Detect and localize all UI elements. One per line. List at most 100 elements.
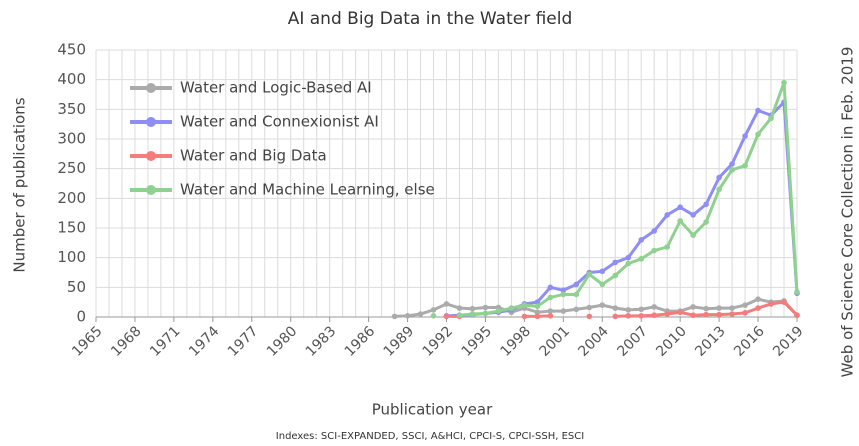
data-point bbox=[625, 307, 632, 313]
data-point bbox=[742, 310, 748, 316]
data-point bbox=[651, 312, 658, 319]
y-tick-label: 450 bbox=[57, 41, 86, 59]
data-point bbox=[521, 313, 528, 320]
data-point bbox=[729, 305, 735, 311]
data-point bbox=[755, 305, 761, 311]
data-point bbox=[794, 289, 800, 295]
data-point bbox=[742, 302, 748, 308]
legend-marker bbox=[146, 117, 156, 127]
data-point bbox=[508, 305, 515, 311]
data-point bbox=[534, 309, 541, 316]
data-point bbox=[794, 312, 800, 319]
data-point bbox=[690, 312, 696, 319]
data-point bbox=[612, 305, 619, 311]
data-point bbox=[612, 272, 619, 279]
x-tick-label: 1983 bbox=[303, 323, 340, 360]
x-tick-label: 1980 bbox=[264, 323, 301, 360]
data-point bbox=[716, 305, 722, 311]
data-point bbox=[703, 201, 709, 208]
data-point bbox=[729, 167, 735, 173]
data-point bbox=[716, 174, 722, 181]
y-axis-label: Number of publications bbox=[11, 97, 29, 272]
data-point bbox=[586, 304, 593, 311]
data-point bbox=[638, 256, 645, 262]
x-tick-label: 2013 bbox=[692, 323, 729, 360]
data-point bbox=[417, 311, 424, 317]
y-tick-label: 150 bbox=[57, 219, 86, 237]
data-point bbox=[729, 161, 735, 167]
data-point bbox=[768, 115, 774, 122]
data-point bbox=[430, 313, 437, 319]
data-point bbox=[521, 302, 528, 308]
x-tick-label: 1971 bbox=[147, 323, 184, 360]
data-point bbox=[677, 204, 683, 211]
data-point bbox=[755, 296, 761, 303]
legend-label: Water and Logic-Based AI bbox=[180, 79, 372, 97]
data-point bbox=[703, 305, 709, 312]
data-point bbox=[560, 308, 567, 314]
data-point bbox=[677, 309, 683, 316]
data-point bbox=[573, 306, 580, 313]
data-point bbox=[781, 299, 787, 305]
x-tick-label: 1986 bbox=[342, 323, 379, 360]
data-point bbox=[547, 308, 554, 314]
y-tick-label: 300 bbox=[57, 130, 86, 148]
data-point bbox=[547, 284, 554, 291]
data-point bbox=[729, 311, 735, 317]
data-point bbox=[599, 302, 606, 308]
data-point bbox=[391, 313, 398, 320]
x-tick-label: 2001 bbox=[536, 323, 573, 360]
data-point bbox=[625, 313, 632, 319]
data-point bbox=[664, 244, 670, 250]
x-tick-label: 2010 bbox=[653, 323, 690, 360]
data-point bbox=[703, 311, 709, 318]
data-point bbox=[638, 237, 645, 243]
data-point bbox=[612, 313, 619, 320]
data-point bbox=[586, 313, 593, 320]
x-tick-label: 1989 bbox=[381, 323, 418, 360]
legend-marker bbox=[146, 83, 156, 93]
y-tick-label: 400 bbox=[57, 70, 86, 88]
data-point bbox=[638, 313, 645, 319]
chart-title: AI and Big Data in the Water field bbox=[288, 9, 573, 29]
x-tick-label: 1977 bbox=[225, 323, 262, 360]
data-point bbox=[430, 307, 437, 313]
data-point bbox=[469, 305, 476, 312]
x-axis-label: Publication year bbox=[372, 401, 493, 419]
data-point bbox=[534, 303, 541, 310]
data-point bbox=[560, 287, 567, 294]
data-point bbox=[651, 304, 658, 310]
data-point bbox=[612, 259, 619, 266]
x-tick-label: 2007 bbox=[614, 323, 651, 360]
data-point bbox=[443, 313, 450, 320]
data-point bbox=[573, 291, 580, 298]
data-point bbox=[534, 313, 541, 320]
y-tick-label: 50 bbox=[67, 278, 86, 296]
data-point bbox=[443, 301, 450, 307]
data-point bbox=[677, 218, 683, 224]
data-point bbox=[664, 311, 670, 317]
data-point bbox=[703, 219, 709, 225]
data-point bbox=[781, 79, 787, 86]
data-point bbox=[482, 304, 489, 311]
y-tick-label: 250 bbox=[57, 159, 86, 177]
legend-label: Water and Connexionist AI bbox=[180, 113, 379, 131]
data-point bbox=[547, 313, 554, 319]
data-point bbox=[482, 310, 489, 317]
y-tick-label: 350 bbox=[57, 100, 86, 118]
x-tick-label: 2016 bbox=[731, 323, 768, 360]
x-tick-label: 1998 bbox=[498, 323, 535, 360]
data-point bbox=[664, 212, 670, 218]
data-point bbox=[651, 228, 658, 234]
data-point bbox=[638, 306, 645, 313]
y-tick-label: 200 bbox=[57, 189, 86, 207]
footnote: Indexes: SCI-EXPANDED, SSCI, A&HCI, CPCI… bbox=[276, 431, 584, 442]
data-point bbox=[573, 281, 580, 288]
data-point bbox=[690, 232, 696, 238]
legend-marker bbox=[146, 185, 156, 195]
data-point bbox=[599, 268, 606, 275]
data-point bbox=[651, 247, 658, 254]
x-tick-label: 1965 bbox=[69, 323, 106, 360]
data-point bbox=[560, 291, 567, 298]
